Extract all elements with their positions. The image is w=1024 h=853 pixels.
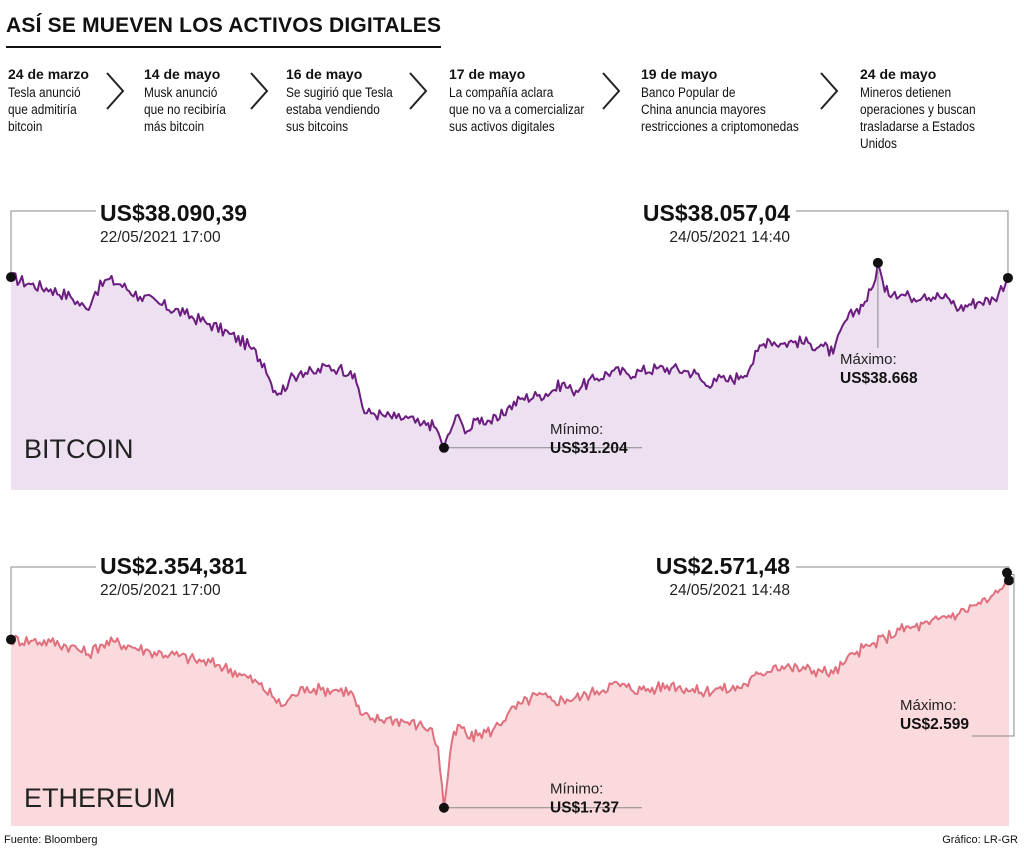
event-date: 16 de mayo xyxy=(286,66,363,82)
chevron-right-icon xyxy=(602,72,621,110)
series-name: BITCOIN xyxy=(24,434,134,464)
chevron-right-icon xyxy=(250,72,269,110)
timeline-event: 24 de mayo Mineros detienen operaciones … xyxy=(860,66,1024,152)
chevron-right-icon xyxy=(820,72,839,110)
timeline-event: 14 de mayo Musk anunció que no recibiría… xyxy=(144,66,237,135)
event-date: 24 de marzo xyxy=(8,66,89,82)
max-point-marker xyxy=(1001,567,1012,578)
min-point-marker xyxy=(438,442,449,453)
max-value: US$38.668 xyxy=(840,370,918,387)
timeline-event: 19 de mayo Banco Popular de China anunci… xyxy=(641,66,820,135)
start-point-marker xyxy=(6,634,16,645)
series-line xyxy=(10,571,1010,809)
end-point-marker xyxy=(1003,575,1014,586)
event-text: Musk anunció que no recibiría más bitcoi… xyxy=(144,85,226,134)
end-time-label: 24/05/2021 14:48 xyxy=(669,582,790,599)
timeline-event: 17 de mayo La compañía aclara que no va … xyxy=(449,66,603,135)
start-value-label: US$38.090,39 xyxy=(100,200,247,226)
event-timeline: 24 de marzo Tesla anunció que admitiría … xyxy=(0,66,1024,156)
end-value-label: US$38.057,04 xyxy=(643,200,790,226)
event-text: La compañía aclara que no va a comercial… xyxy=(449,85,585,134)
series-line xyxy=(10,261,1009,449)
event-text: Banco Popular de China anuncia mayores r… xyxy=(641,85,799,134)
event-text: Tesla anunció que admitiría bitcoin xyxy=(8,85,81,134)
max-label: Máximo: xyxy=(900,697,957,714)
start-point-marker xyxy=(6,272,16,283)
event-date: 24 de mayo xyxy=(860,66,937,82)
start-time-label: 22/05/2021 17:00 xyxy=(100,229,221,246)
end-time-label: 24/05/2021 14:40 xyxy=(669,229,790,246)
event-text: Se sugirió que Tesla estaba vendiendo su… xyxy=(286,85,393,134)
chevron-right-icon xyxy=(106,72,125,110)
min-label: Mínimo: xyxy=(550,781,603,798)
callout-leader xyxy=(10,210,96,278)
event-date: 17 de mayo xyxy=(449,66,526,82)
end-point-marker xyxy=(1002,272,1013,283)
max-value: US$2.599 xyxy=(900,716,969,733)
min-value: US$31.204 xyxy=(550,440,628,457)
source-note: Fuente: Bloomberg xyxy=(4,834,98,846)
callout-leader xyxy=(10,566,96,640)
timeline-event: 16 de mayo Se sugirió que Tesla estaba v… xyxy=(286,66,407,135)
series-area xyxy=(11,572,1009,826)
graphic-credit: Gráfico: LR-GR xyxy=(942,834,1018,846)
series-name: ETHEREUM xyxy=(24,783,176,813)
chevron-right-icon xyxy=(409,72,428,110)
min-point-marker xyxy=(438,802,449,813)
series-area xyxy=(11,262,1008,490)
min-value: US$1.737 xyxy=(550,800,619,817)
timeline-event: 24 de marzo Tesla anunció que admitiría … xyxy=(8,66,91,135)
callout-leader xyxy=(796,210,1009,278)
max-label: Máximo: xyxy=(840,351,897,368)
start-time-label: 22/05/2021 17:00 xyxy=(100,582,221,599)
callout-leader xyxy=(796,566,1010,581)
event-text: Mineros detienen operaciones y buscan tr… xyxy=(860,85,976,151)
max-point-marker xyxy=(872,257,883,268)
end-value-label: US$2.571,48 xyxy=(656,553,790,579)
min-label: Mínimo: xyxy=(550,421,603,438)
event-date: 14 de mayo xyxy=(144,66,221,82)
page-title: ASÍ SE MUEVEN LOS ACTIVOS DIGITALES xyxy=(6,14,442,48)
start-value-label: US$2.354,381 xyxy=(100,553,247,579)
event-date: 19 de mayo xyxy=(641,66,718,82)
